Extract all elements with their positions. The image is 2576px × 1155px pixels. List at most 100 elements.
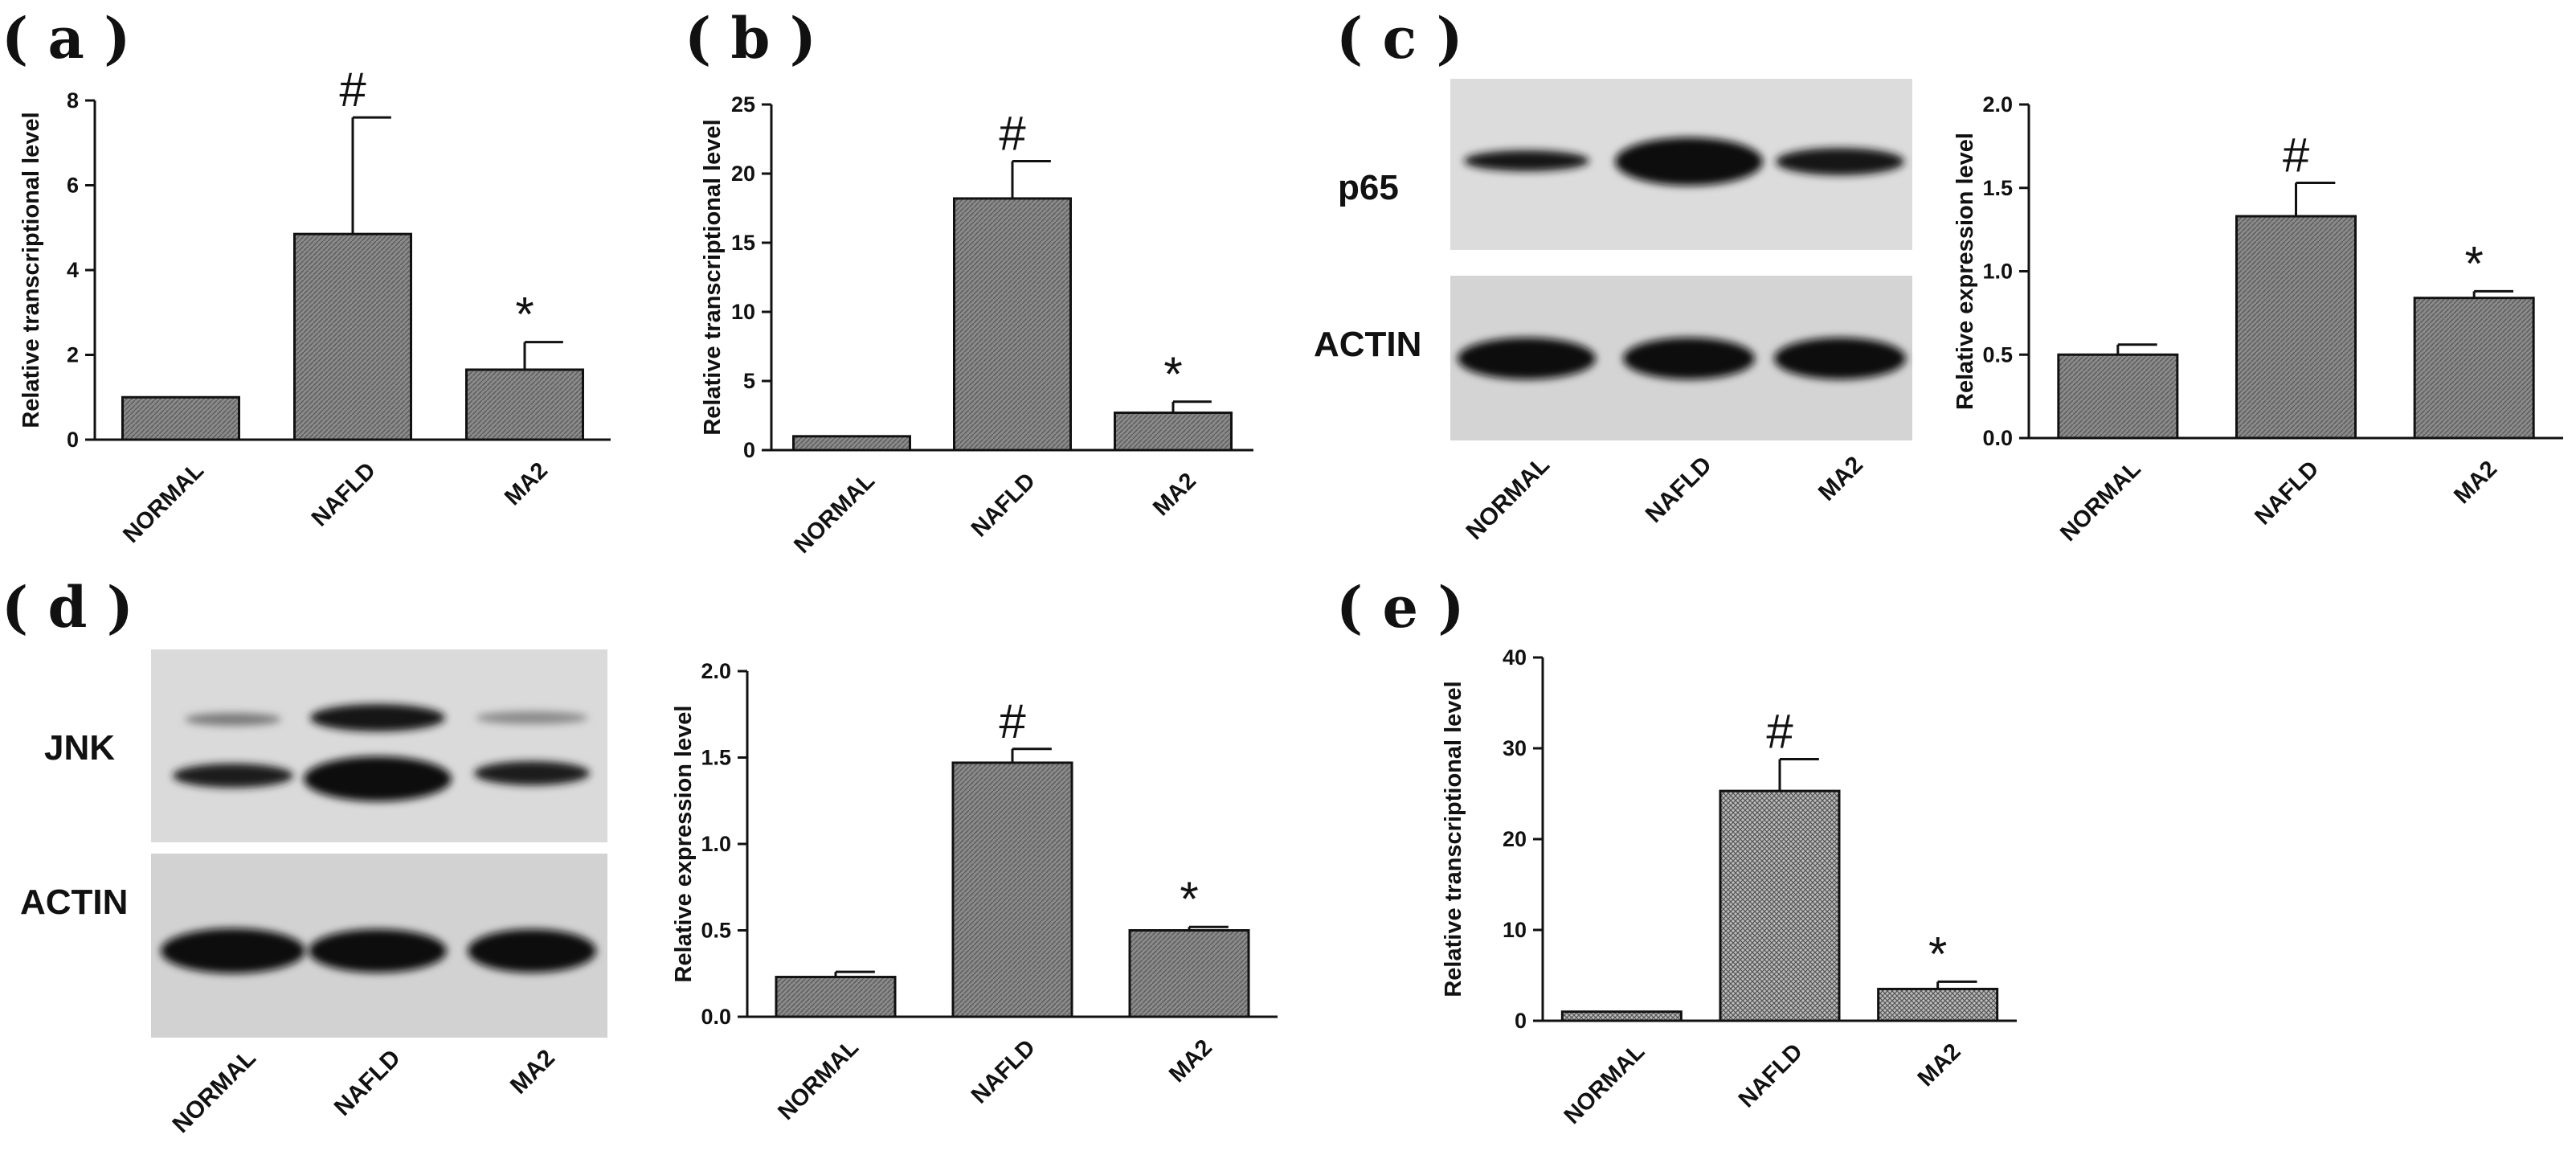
- bar-c-nafld: [2235, 215, 2357, 440]
- y-tick-label-a: 0: [67, 428, 79, 452]
- bar-a-normal: [121, 395, 240, 441]
- blot-d-band-actin-normal: [161, 928, 305, 973]
- significance-marker-d-nafld: #: [999, 694, 1026, 748]
- blot-d-lane-label-ma2: MA2: [505, 1045, 560, 1100]
- significance-marker-c-ma2: *: [2464, 236, 2483, 290]
- y-tick-label-e: 20: [1503, 827, 1527, 851]
- blot-c-row-label-p65: p65: [1338, 168, 1399, 207]
- blot-c-lane-label-normal: NORMAL: [1462, 452, 1555, 545]
- blot-c-band-actin-normal: [1458, 338, 1596, 379]
- significance-marker-a-nafld: #: [339, 63, 366, 117]
- blot-d-row-label-actin: ACTIN: [20, 883, 128, 922]
- y-tick-label-a: 8: [67, 88, 79, 113]
- blot-c-band-p65-nafld: [1615, 137, 1763, 186]
- significance-marker-c-nafld: #: [2283, 129, 2310, 182]
- bar-e-ma2: [1877, 987, 1999, 1022]
- western-blot-c: p65 ACTIN NORMAL NAFLD MA2: [1314, 79, 1912, 545]
- bar-a-nafld: [293, 232, 412, 441]
- x-category-label-b-nafld: NAFLD: [967, 468, 1041, 542]
- bar-c-ma2: [2413, 297, 2535, 440]
- blot-d-band-actin-nafld: [309, 929, 447, 973]
- blot-c-band-p65-normal: [1464, 150, 1589, 171]
- significance-marker-b-nafld: #: [999, 107, 1026, 161]
- x-category-label-c-ma2: MA2: [2449, 456, 2502, 509]
- y-tick-label-e: 30: [1503, 736, 1527, 760]
- y-tick-label-c: 0.5: [1982, 342, 2013, 367]
- y-tick-label-b: 10: [731, 300, 755, 324]
- x-category-label-a-nafld: NAFLD: [307, 457, 381, 531]
- blot-c-lane-label-ma2: MA2: [1813, 452, 1868, 506]
- bar-e-nafld: [1719, 789, 1841, 1022]
- x-category-label-c-nafld: NAFLD: [2250, 456, 2324, 530]
- x-category-label-a-normal: NORMAL: [118, 457, 209, 548]
- y-tick-label-a: 6: [67, 174, 79, 198]
- panel-label-c: ( c ): [1336, 5, 1463, 72]
- blot-d-row1-membrane: [151, 649, 607, 842]
- y-tick-label-e: 0: [1515, 1009, 1527, 1033]
- blot-d-band-jnk-lower-normal: [173, 764, 293, 788]
- x-category-label-d-normal: NORMAL: [773, 1034, 864, 1125]
- panel-label-d: ( d ): [2, 574, 133, 641]
- bar-c-normal: [2057, 353, 2179, 440]
- bar-b-nafld: [953, 197, 1072, 452]
- x-category-label-d-nafld: NAFLD: [967, 1034, 1041, 1108]
- blot-c-band-actin-ma2: [1774, 338, 1906, 379]
- bar-d-nafld: [951, 761, 1073, 1018]
- x-category-label-b-normal: NORMAL: [789, 468, 880, 559]
- y-tick-label-c: 1.0: [1982, 260, 2013, 284]
- x-category-label-e-ma2: MA2: [1913, 1038, 1966, 1092]
- y-tick-label-d: 1.0: [701, 832, 731, 856]
- blot-d-lane-label-nafld: NAFLD: [329, 1045, 406, 1121]
- y-tick-label-d: 0.0: [701, 1005, 731, 1029]
- y-tick-label-a: 4: [67, 258, 79, 282]
- blot-c-lane-label-nafld: NAFLD: [1641, 452, 1717, 528]
- significance-marker-a-ma2: *: [515, 288, 534, 342]
- blot-c-row-label-actin: ACTIN: [1314, 325, 1421, 364]
- blot-d-band-jnk-upper-normal: [185, 713, 281, 726]
- x-category-label-b-ma2: MA2: [1148, 468, 1201, 521]
- blot-d-row-label-jnk: JNK: [44, 728, 115, 768]
- y-tick-label-b: 20: [731, 162, 755, 186]
- y-tick-label-e: 10: [1503, 918, 1527, 942]
- blot-d-band-jnk-upper-ma2: [476, 711, 588, 724]
- y-tick-label-b: 15: [731, 231, 755, 255]
- significance-marker-d-ma2: *: [1180, 872, 1198, 926]
- chart-a: 0 2 4 6 8 Relative transcriptional level NORMA…: [18, 63, 611, 548]
- y-axis-title-d: Relative expression level: [671, 706, 697, 983]
- significance-marker-e-ma2: *: [1928, 927, 1947, 981]
- bar-b-normal: [792, 435, 911, 452]
- bar-d-ma2: [1128, 929, 1250, 1018]
- y-tick-label-d: 2.0: [701, 659, 731, 683]
- panel-label-a: ( a ): [2, 5, 130, 72]
- y-axis-title-e: Relative transcriptional level: [1441, 681, 1466, 997]
- bar-a-ma2: [465, 368, 584, 441]
- blot-d-lane-label-normal: NORMAL: [168, 1045, 261, 1138]
- bar-e-normal: [1560, 1010, 1683, 1022]
- x-category-label-e-normal: NORMAL: [1560, 1038, 1650, 1129]
- blot-d-band-jnk-lower-nafld: [304, 756, 452, 801]
- blot-c-band-actin-nafld: [1623, 338, 1755, 379]
- x-category-label-a-ma2: MA2: [500, 457, 553, 510]
- x-category-label-d-ma2: MA2: [1164, 1034, 1217, 1087]
- x-category-label-c-normal: NORMAL: [2055, 456, 2146, 547]
- y-tick-label-e: 40: [1503, 645, 1527, 670]
- y-tick-label-b: 25: [731, 92, 755, 117]
- y-axis-title-c: Relative expression level: [1952, 133, 1978, 410]
- panel-label-e: ( e ): [1336, 574, 1465, 641]
- blot-d-band-jnk-upper-nafld: [310, 704, 445, 731]
- y-tick-label-a: 2: [67, 343, 79, 367]
- panel-label-b: ( b ): [685, 5, 816, 72]
- y-tick-label-d: 1.5: [701, 746, 731, 770]
- x-category-label-e-nafld: NAFLD: [1734, 1038, 1808, 1112]
- y-tick-label-b: 5: [743, 369, 755, 393]
- y-tick-label-d: 0.5: [701, 919, 731, 943]
- blot-c-band-p65-ma2: [1776, 148, 1904, 175]
- y-axis-title-b: Relative transcriptional level: [700, 119, 726, 435]
- y-tick-label-c: 1.5: [1982, 176, 2013, 200]
- blot-d-band-jnk-lower-ma2: [474, 761, 590, 785]
- y-tick-label-b: 0: [743, 438, 755, 462]
- bar-b-ma2: [1114, 412, 1233, 452]
